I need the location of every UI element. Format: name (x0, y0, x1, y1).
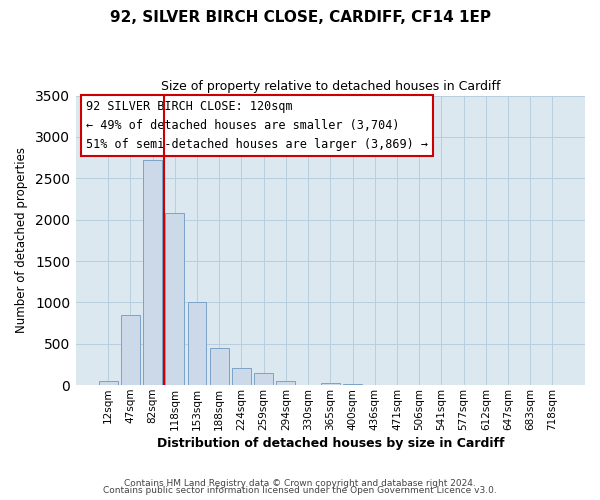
Bar (143, 160, 162, 385)
Title: Size of property relative to detached houses in Cardiff: Size of property relative to detached ho… (161, 80, 500, 93)
Text: Contains public sector information licensed under the Open Government Licence v3: Contains public sector information licen… (103, 486, 497, 495)
Bar (232, 368, 251, 385)
Bar (166, 214, 184, 385)
Y-axis label: Number of detached properties: Number of detached properties (15, 148, 28, 334)
Bar (321, 383, 340, 385)
Text: 92, SILVER BIRCH CLOSE, CARDIFF, CF14 1EP: 92, SILVER BIRCH CLOSE, CARDIFF, CF14 1E… (110, 10, 491, 25)
Bar (210, 348, 229, 385)
Bar (188, 302, 206, 385)
X-axis label: Distribution of detached houses by size in Cardiff: Distribution of detached houses by size … (157, 437, 504, 450)
Text: Contains HM Land Registry data © Crown copyright and database right 2024.: Contains HM Land Registry data © Crown c… (124, 478, 476, 488)
Bar (99, 380, 118, 385)
Bar (254, 373, 273, 385)
Bar (121, 315, 140, 385)
Text: 92 SILVER BIRCH CLOSE: 120sqm
← 49% of detached houses are smaller (3,704)
51% o: 92 SILVER BIRCH CLOSE: 120sqm ← 49% of d… (86, 100, 428, 151)
Bar (277, 380, 295, 385)
Bar (343, 384, 362, 385)
